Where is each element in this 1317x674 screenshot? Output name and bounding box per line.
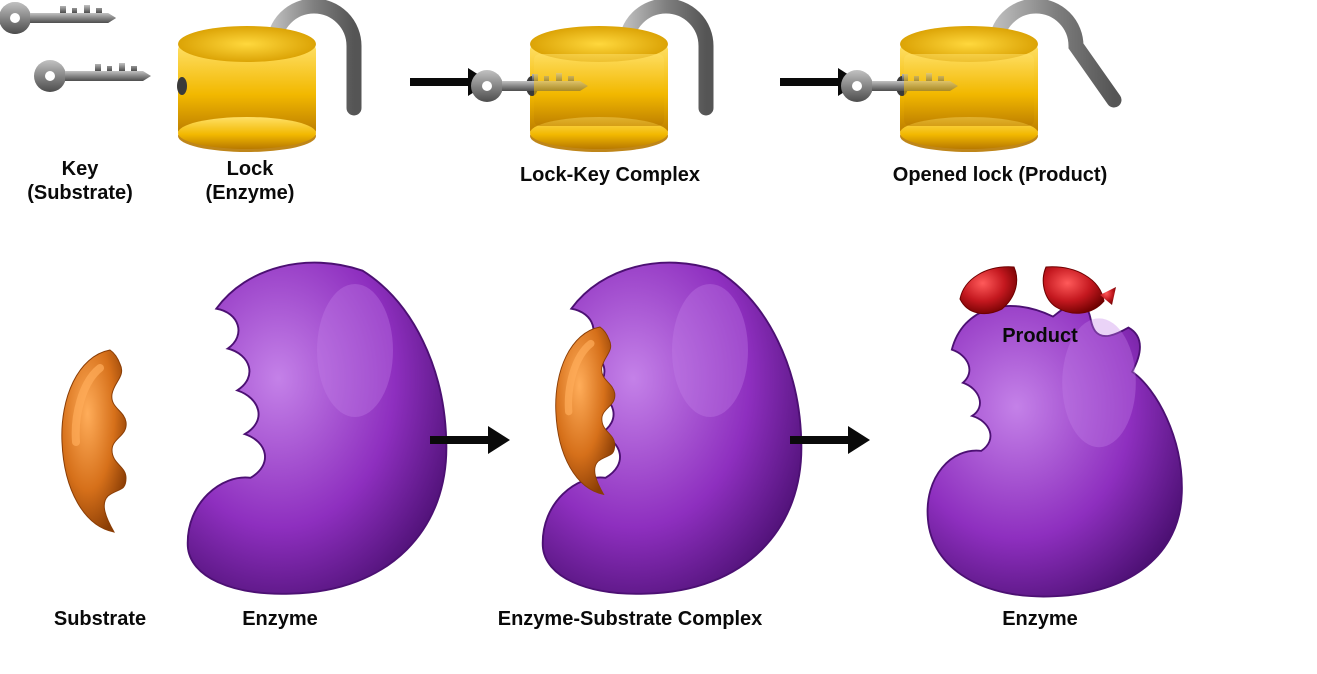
svg-text:Enzyme-Substrate Complex: Enzyme-Substrate Complex	[498, 608, 763, 630]
lock-closed-icon	[177, 6, 354, 152]
svg-text:Enzyme: Enzyme	[242, 608, 318, 630]
svg-text:Substrate: Substrate	[54, 608, 146, 630]
label-product: Product	[1002, 325, 1078, 347]
label-lockkey: Lock-Key Complex	[520, 164, 700, 186]
label-lock: Lock(Enzyme)	[206, 158, 295, 204]
substrate-in-complex-icon	[556, 327, 615, 494]
lock-body-overlay	[534, 54, 664, 126]
svg-text:(Substrate): (Substrate)	[27, 182, 133, 204]
svg-text:Lock-Key Complex: Lock-Key Complex	[520, 164, 700, 186]
label-enzyme: Enzyme	[242, 608, 318, 630]
svg-text:Enzyme: Enzyme	[1002, 608, 1078, 630]
svg-text:Product: Product	[1002, 325, 1078, 347]
enzyme-icon	[188, 263, 447, 594]
svg-text:Opened lock (Product): Opened lock (Product)	[893, 164, 1107, 186]
svg-text:Lock: Lock	[227, 158, 275, 180]
diagram-canvas: Key(Substrate) Lock(Enzyme) Lock-Key Compl…	[0, 0, 1317, 669]
label-escomplex: Enzyme-Substrate Complex	[498, 608, 763, 630]
label-enzyme2: Enzyme	[1002, 608, 1078, 630]
key-icon	[34, 60, 151, 92]
svg-text:Key: Key	[62, 158, 100, 180]
svg-text:(Enzyme): (Enzyme)	[206, 182, 295, 204]
label-key: Key(Substrate)	[27, 158, 133, 204]
label-substrate: Substrate	[54, 608, 146, 630]
product-pieces-icon	[960, 267, 1116, 314]
enzyme-final-icon	[928, 305, 1182, 597]
substrate-icon	[62, 350, 126, 532]
label-opened: Opened lock (Product)	[893, 164, 1107, 186]
key-inside	[0, 2, 116, 34]
lock-body-overlay	[904, 54, 1034, 126]
